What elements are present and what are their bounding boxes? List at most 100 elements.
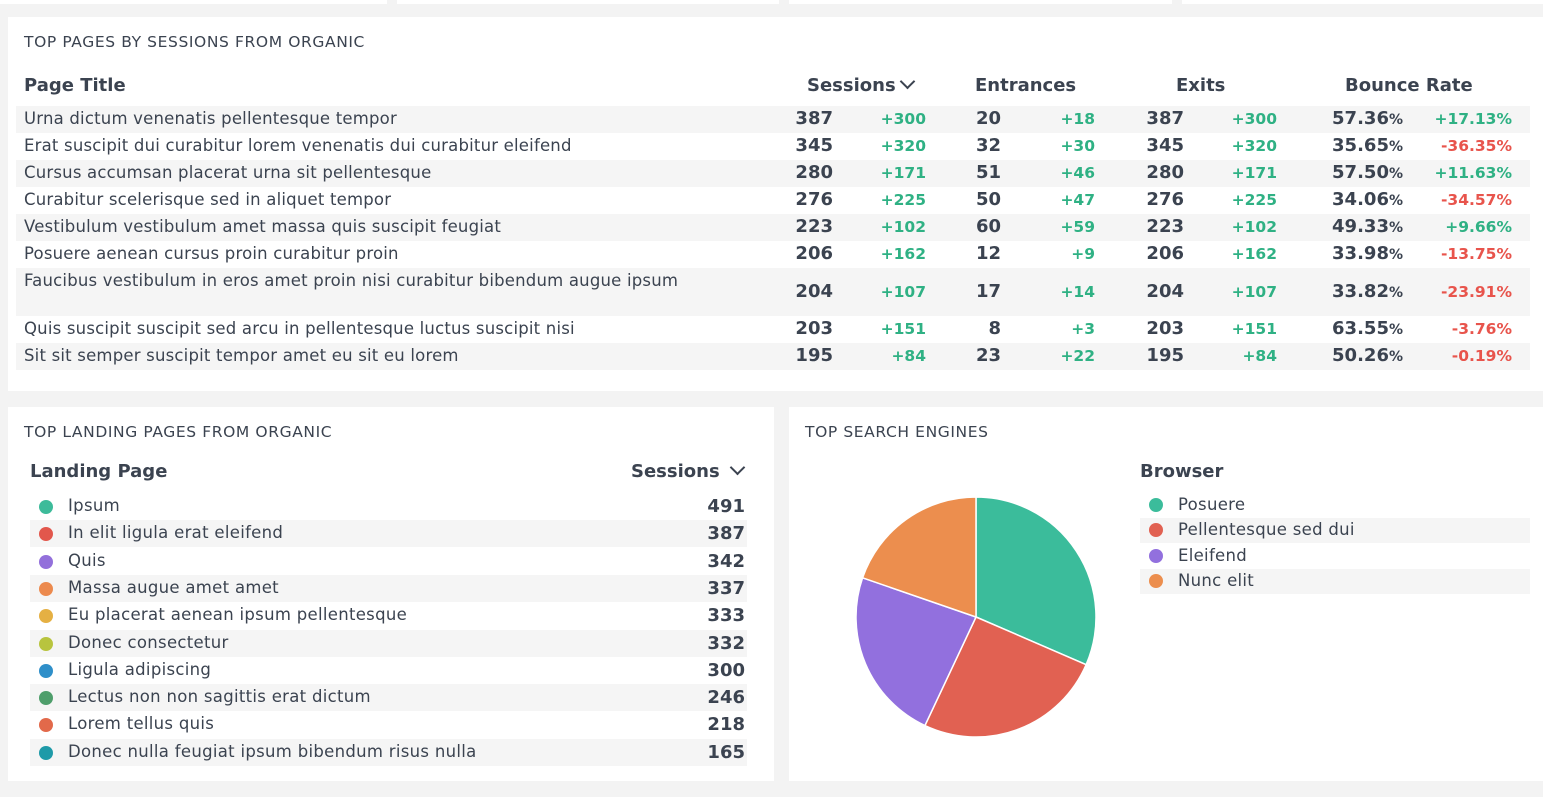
landing-sessions-header-label: Sessions bbox=[631, 461, 720, 482]
chevron-down-icon bbox=[729, 459, 745, 476]
entrances-delta-cell: +18 bbox=[1060, 110, 1095, 128]
legend-label: Nunc elit bbox=[1178, 570, 1255, 590]
page-title-cell: Sit sit semper suscipit tempor amet eu s… bbox=[24, 346, 459, 365]
sessions-delta-cell: +162 bbox=[880, 245, 926, 263]
table-row: Erat suscipit dui curabitur lorem venena… bbox=[16, 133, 1530, 160]
legend-dot-icon bbox=[39, 691, 53, 706]
exits-cell: 387 bbox=[1146, 108, 1184, 129]
entrances-delta-cell: +9 bbox=[1071, 245, 1095, 263]
pie-slice-pellentesque-sed-dui[interactable] bbox=[923, 616, 1088, 738]
sessions-delta-cell: +84 bbox=[891, 347, 926, 365]
bounce-rate-cell: 49.33% bbox=[1332, 216, 1403, 237]
bounce-rate-unit: % bbox=[1388, 193, 1403, 209]
bounce-rate-value: 33.82 bbox=[1332, 281, 1389, 302]
sessions-cell: 203 bbox=[795, 318, 833, 339]
legend-swatch-icon bbox=[1149, 523, 1163, 538]
entrances-cell: 23 bbox=[975, 345, 1001, 366]
legend-item[interactable]: Pellentesque sed dui bbox=[1140, 518, 1530, 544]
col-header-landing-sessions[interactable]: Sessions bbox=[631, 459, 745, 482]
list-item[interactable]: Donec consectetur 332 bbox=[30, 629, 747, 657]
legend-dot-icon bbox=[39, 581, 53, 596]
legend-item[interactable]: Nunc elit bbox=[1140, 568, 1530, 594]
list-item[interactable]: Ligula adipiscing 300 bbox=[30, 657, 747, 684]
landing-page-sessions: 218 bbox=[707, 714, 745, 736]
pie-slice-posuere[interactable] bbox=[975, 496, 1097, 666]
entrances-cell: 8 bbox=[988, 318, 1001, 339]
landing-page-sessions: 246 bbox=[707, 687, 745, 709]
legend-dot-icon bbox=[39, 527, 53, 542]
entrances-delta-cell: +46 bbox=[1060, 164, 1095, 182]
legend-dot-icon bbox=[39, 718, 53, 733]
top-strip bbox=[0, 0, 387, 4]
bounce-rate-unit: % bbox=[1388, 349, 1403, 365]
landing-page-sessions: 165 bbox=[707, 741, 745, 763]
page-title-cell: Erat suscipit dui curabitur lorem venena… bbox=[24, 136, 572, 155]
entrances-cell: 17 bbox=[975, 281, 1001, 302]
table-row: Cursus accumsan placerat urna sit pellen… bbox=[16, 160, 1530, 187]
bounce-rate-delta-cell: +11.63% bbox=[1434, 164, 1512, 182]
bounce-rate-delta-cell: -13.75% bbox=[1441, 245, 1512, 263]
list-item[interactable]: Lorem tellus quis 218 bbox=[30, 711, 747, 738]
legend-item[interactable]: Eleifend bbox=[1140, 544, 1530, 569]
list-item[interactable]: In elit ligula erat eleifend 387 bbox=[30, 520, 747, 548]
sessions-delta-cell: +300 bbox=[880, 110, 926, 128]
list-item[interactable]: Massa augue amet amet 337 bbox=[30, 574, 747, 602]
legend-dot-icon bbox=[39, 663, 53, 678]
exits-cell: 204 bbox=[1146, 281, 1184, 302]
pie-slice-eleifend[interactable] bbox=[855, 576, 978, 727]
legend-dot-icon bbox=[39, 609, 53, 624]
col-header-sessions[interactable]: Sessions bbox=[807, 73, 915, 96]
chevron-down-icon bbox=[899, 73, 915, 90]
table-row: Quis suscipit suscipit sed arcu in pelle… bbox=[16, 316, 1530, 343]
landing-page-label: Lectus non non sagittis erat dictum bbox=[68, 687, 371, 707]
legend-label: Eleifend bbox=[1178, 545, 1248, 565]
landing-page-sessions: 337 bbox=[707, 577, 745, 599]
bounce-rate-cell: 50.26% bbox=[1332, 345, 1403, 366]
list-item[interactable]: Quis 342 bbox=[30, 548, 747, 575]
page-title-cell: Posuere aenean cursus proin curabitur pr… bbox=[24, 244, 399, 263]
landing-page-label: Eu placerat aenean ipsum pellentesque bbox=[68, 605, 408, 625]
exits-delta-cell: +107 bbox=[1231, 283, 1277, 301]
bounce-rate-value: 33.98 bbox=[1332, 243, 1389, 264]
col-header-page-title: Page Title bbox=[24, 75, 126, 96]
bounce-rate-cell: 33.82% bbox=[1332, 281, 1403, 302]
legend-title: Browser bbox=[1140, 461, 1224, 482]
bounce-rate-unit: % bbox=[1388, 322, 1403, 338]
legend-label: Posuere bbox=[1178, 495, 1246, 514]
exits-delta-cell: +102 bbox=[1231, 218, 1277, 236]
list-item[interactable]: Donec nulla feugiat ipsum bibendum risus… bbox=[30, 738, 747, 766]
page-title-cell: Faucibus vestibulum in eros amet proin n… bbox=[24, 271, 679, 290]
bounce-rate-delta-cell: -36.35% bbox=[1441, 137, 1512, 155]
bounce-rate-delta-cell: -0.19% bbox=[1451, 347, 1512, 365]
sessions-cell: 276 bbox=[795, 189, 833, 210]
table-row: Curabitur scelerisque sed in aliquet tem… bbox=[16, 187, 1530, 214]
legend-dot-icon bbox=[39, 745, 53, 760]
bounce-rate-value: 34.06 bbox=[1332, 189, 1389, 210]
pie-slice-nunc-elit[interactable] bbox=[861, 496, 977, 619]
list-item[interactable]: Lectus non non sagittis erat dictum 246 bbox=[30, 684, 747, 712]
list-item[interactable]: Ipsum 491 bbox=[30, 493, 747, 520]
entrances-cell: 20 bbox=[975, 108, 1001, 129]
bounce-rate-delta-cell: -23.91% bbox=[1441, 283, 1512, 301]
bounce-rate-unit: % bbox=[1388, 166, 1403, 182]
legend-dot-icon bbox=[39, 636, 53, 651]
landing-page-sessions: 491 bbox=[707, 496, 745, 517]
bounce-rate-value: 50.26 bbox=[1332, 345, 1389, 366]
col-header-landing-page: Landing Page bbox=[30, 461, 168, 482]
bounce-rate-value: 49.33 bbox=[1332, 216, 1389, 237]
bounce-rate-delta-cell: +17.13% bbox=[1434, 110, 1512, 128]
list-item[interactable]: Eu placerat aenean ipsum pellentesque 333 bbox=[30, 602, 747, 629]
table-row: Posuere aenean cursus proin curabitur pr… bbox=[16, 241, 1530, 268]
entrances-cell: 12 bbox=[975, 243, 1001, 264]
exits-cell: 203 bbox=[1146, 318, 1184, 339]
bounce-rate-unit: % bbox=[1388, 285, 1403, 301]
sessions-cell: 206 bbox=[795, 243, 833, 264]
sessions-cell: 345 bbox=[795, 135, 833, 156]
entrances-cell: 51 bbox=[975, 162, 1001, 183]
table-row: Urna dictum venenatis pellentesque tempo… bbox=[16, 106, 1530, 133]
col-header-entrances: Entrances bbox=[975, 75, 1077, 96]
search-engines-pie-chart bbox=[855, 496, 1097, 738]
exits-cell: 206 bbox=[1146, 243, 1184, 264]
legend-item[interactable]: Posuere bbox=[1140, 493, 1530, 518]
landing-page-label: Ipsum bbox=[68, 496, 120, 515]
